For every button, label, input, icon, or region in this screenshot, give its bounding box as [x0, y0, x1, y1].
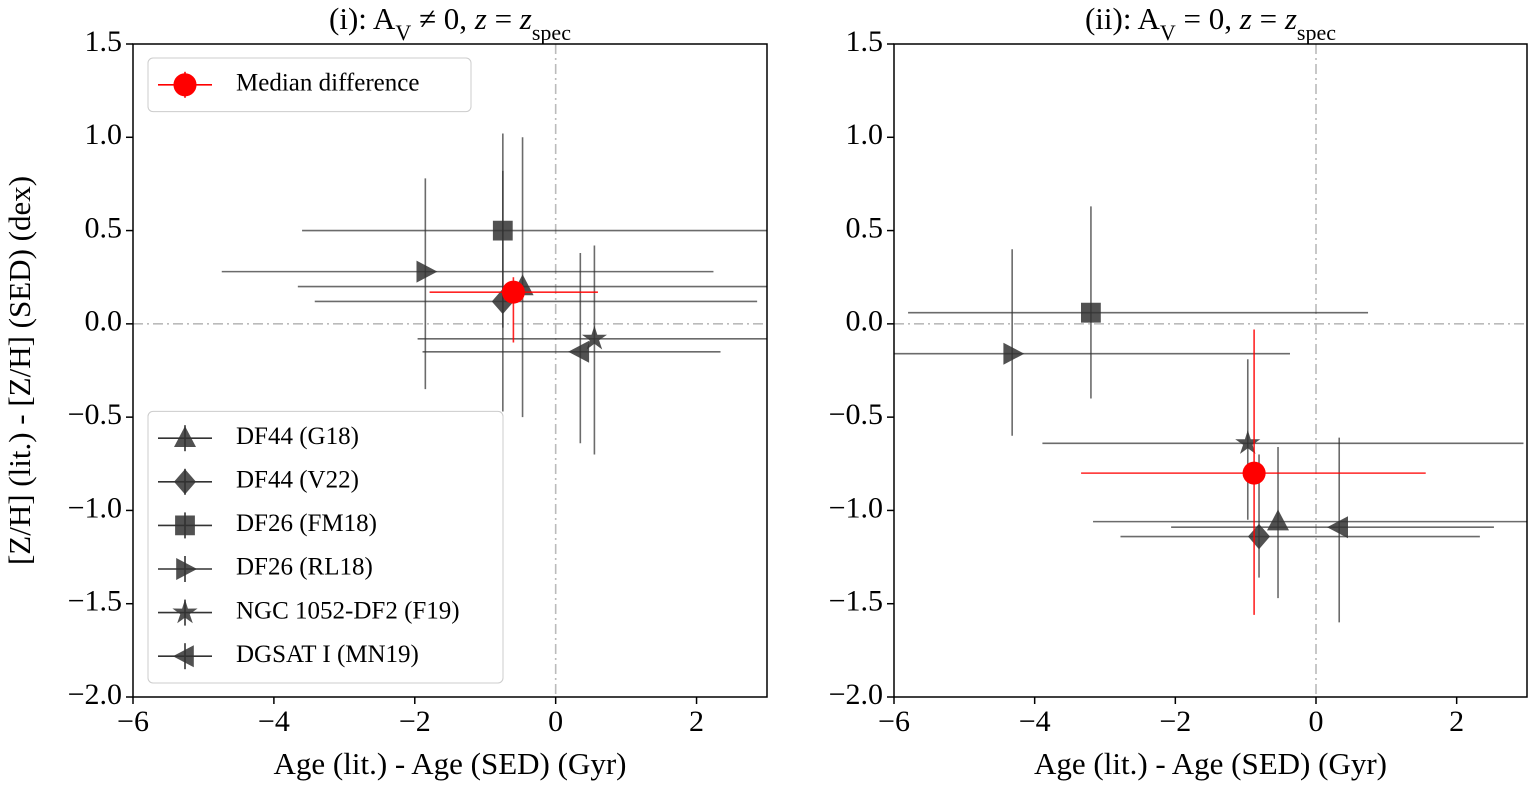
y-tick-label: −0.5 — [68, 398, 122, 431]
y-tick-label: 0.0 — [85, 305, 123, 338]
marker — [492, 220, 513, 241]
chart-title: (ii): AV = 0, z = zspec — [1085, 1, 1336, 44]
y-tick-label: −2.0 — [68, 678, 122, 711]
marker — [501, 280, 525, 304]
legend-marker — [174, 469, 196, 495]
legend-box — [147, 57, 472, 113]
title-part: V — [1160, 20, 1176, 45]
y-tick-label: −1.0 — [68, 491, 122, 524]
panel: (i): AV ≠ 0, z = zspec−6 −4 −2 0 2−2.0−1.5−1… — [2, 1, 768, 781]
y-tick-label: 1.5 — [846, 25, 884, 58]
y-tick-label: −1.5 — [829, 585, 883, 618]
legend-label: DF26 (FM18) — [236, 510, 377, 537]
title-part: V — [395, 20, 411, 45]
marker — [1327, 516, 1348, 539]
legend-label: DF44 (G18) — [236, 423, 359, 450]
marker — [1081, 302, 1101, 323]
y-tick-label: −1.5 — [68, 585, 122, 618]
title-part: z — [1239, 1, 1252, 36]
legend: Median difference — [147, 57, 472, 113]
title-part: z — [1284, 1, 1297, 36]
title-part: ≠ 0, — [411, 1, 475, 36]
x-tick-label: −4 — [258, 705, 290, 738]
axes-frame — [893, 43, 1528, 698]
axes-frame — [132, 43, 768, 698]
y-tick-label: 0.5 — [846, 211, 884, 244]
x-tick-label: 2 — [689, 705, 704, 738]
legend-marker — [175, 515, 195, 536]
y-axis-label: [Z/H] (lit.) - [Z/H] (SED) (dex) — [2, 176, 37, 565]
legend-marker — [176, 558, 198, 580]
title-part: z — [519, 1, 532, 36]
y-tick-label: 0.5 — [85, 211, 123, 244]
x-tick-label: −6 — [878, 705, 910, 738]
y-tick-label: −2.0 — [829, 678, 883, 711]
chart-title: (i): AV ≠ 0, z = zspec — [329, 1, 571, 44]
y-tick-label: 1.5 — [85, 25, 123, 58]
plot-area — [894, 44, 1527, 697]
marker — [416, 260, 438, 283]
legend-label: NGC 1052-DF2 (F19) — [236, 597, 460, 624]
y-tick-label: −0.5 — [829, 398, 883, 431]
title-part: (ii): A — [1085, 1, 1161, 36]
legend-marker — [174, 426, 196, 447]
y-tick-label: 1.0 — [85, 118, 123, 151]
x-axis-label: Age (lit.) - Age (SED) (Gyr) — [274, 746, 627, 781]
legend-label: DF44 (V22) — [236, 467, 359, 494]
title-part: (i): A — [329, 1, 396, 36]
marker — [1267, 509, 1289, 531]
title-part: spec — [1297, 20, 1336, 45]
legend-box — [147, 410, 504, 684]
legend-label: DGSAT I (MN19) — [236, 641, 419, 668]
legend-marker — [172, 599, 198, 624]
plot-area — [133, 44, 767, 697]
panel: (ii): AV = 0, z = zspec−6 −4 −2 0 2−2.0−1.5−… — [829, 1, 1528, 781]
marker — [1003, 342, 1025, 365]
x-tick-label: −6 — [117, 705, 149, 738]
marker — [581, 325, 607, 350]
title-part: spec — [532, 20, 571, 45]
x-tick-label: −2 — [1159, 705, 1191, 738]
title-part: = — [487, 1, 520, 36]
legend-label: Median difference — [236, 70, 419, 97]
legend-marker — [172, 645, 194, 668]
y-tick-label: 0.0 — [846, 305, 884, 338]
legend-marker — [173, 73, 197, 97]
marker — [1235, 430, 1261, 454]
x-axis-label: Age (lit.) - Age (SED) (Gyr) — [1034, 746, 1387, 781]
title-part: z — [474, 1, 487, 36]
title-part: = — [1252, 1, 1285, 36]
marker — [1242, 461, 1266, 485]
x-tick-label: 0 — [548, 705, 563, 738]
y-tick-label: 1.0 — [846, 118, 884, 151]
x-tick-label: 2 — [1449, 705, 1464, 738]
x-tick-label: −4 — [1019, 705, 1051, 738]
y-tick-label: −1.0 — [829, 491, 883, 524]
x-tick-label: −2 — [399, 705, 431, 738]
legend-label: DF26 (RL18) — [236, 554, 373, 581]
marker — [568, 340, 590, 363]
title-part: = 0, — [1176, 1, 1240, 36]
x-tick-label: 0 — [1309, 705, 1324, 738]
legend: DF44 (G18) DF44 (V22) DF26 (FM18) DF26 (RL1… — [147, 410, 504, 684]
